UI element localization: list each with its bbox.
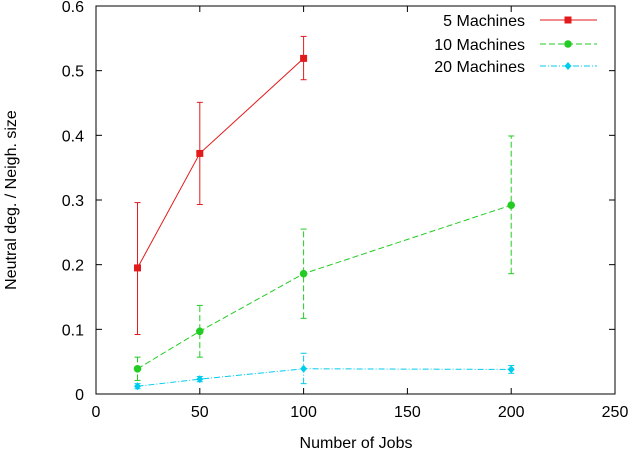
series-layer	[133, 35, 515, 391]
x-axis-title: Number of Jobs	[300, 435, 413, 452]
y-tick-label: 0.4	[62, 128, 84, 145]
data-point	[300, 364, 308, 373]
data-point	[133, 364, 142, 373]
ticks-layer: 0 50 100 150 200 250 0 0.1 0.2 0.3 0.4 0.5 0.6	[62, 0, 629, 421]
y-tick-label: 0.2	[62, 258, 84, 275]
legend-label: 10 Machines	[434, 37, 525, 54]
y-axis-title: Neutral deg. / Neigh. size	[3, 110, 20, 290]
legend-label: 5 Machines	[443, 13, 525, 30]
y-tick-label: 0.3	[62, 193, 84, 210]
legend-marker	[564, 62, 572, 70]
y-tick-label: 0.5	[62, 64, 84, 81]
series-line	[137, 58, 304, 269]
data-point	[134, 264, 142, 272]
y-tick-label: 0.6	[62, 0, 84, 16]
legend-marker	[564, 40, 572, 48]
data-point	[196, 327, 204, 336]
legend-item-3: 20 Machines	[434, 59, 597, 76]
series-line	[137, 368, 512, 387]
plot-frame	[95, 5, 616, 395]
x-tick-label: 0	[92, 404, 101, 421]
data-point	[507, 365, 515, 374]
series-line	[137, 204, 512, 370]
x-tick-label: 50	[191, 404, 209, 421]
series-1	[134, 35, 308, 336]
series-3	[134, 352, 515, 391]
data-point	[134, 382, 142, 391]
x-tick-label: 200	[498, 404, 525, 421]
legend-label: 20 Machines	[434, 59, 525, 76]
series-2	[133, 135, 515, 381]
legend-item-2: 10 Machines	[434, 37, 597, 54]
legend: 5 Machines 10 Machines 20 Machines	[434, 13, 597, 76]
legend-item-1: 5 Machines	[443, 13, 597, 30]
x-tick-label: 150	[394, 404, 421, 421]
data-point	[299, 269, 308, 278]
legend-marker	[564, 16, 572, 24]
data-point	[300, 54, 308, 62]
data-point	[196, 149, 204, 157]
x-tick-label: 100	[290, 404, 317, 421]
x-tick-label: 250	[602, 404, 629, 421]
y-tick-label: 0	[75, 387, 84, 404]
y-tick-label: 0.1	[62, 322, 84, 339]
data-point	[507, 201, 515, 209]
data-point	[196, 375, 204, 384]
